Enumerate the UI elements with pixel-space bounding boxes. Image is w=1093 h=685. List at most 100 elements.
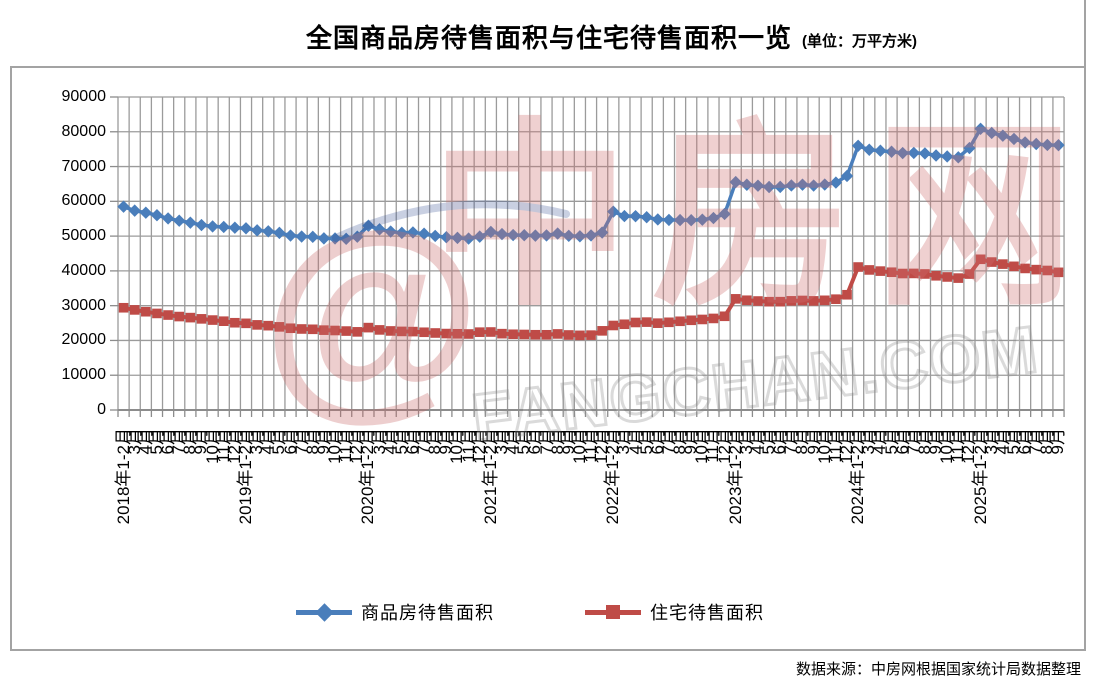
data-point-diamond bbox=[896, 146, 909, 160]
legend-item-residential: 住宅待售面积 bbox=[585, 599, 764, 625]
data-point-diamond bbox=[473, 230, 486, 243]
data-point-diamond bbox=[740, 178, 754, 191]
data-point-diamond bbox=[262, 225, 275, 238]
data-point-diamond bbox=[985, 126, 998, 140]
data-point-square bbox=[597, 326, 607, 336]
data-point-square bbox=[307, 324, 318, 335]
data-point-diamond bbox=[250, 224, 264, 237]
data-point-square bbox=[742, 295, 752, 306]
data-point-diamond bbox=[518, 229, 531, 242]
data-point-square bbox=[118, 302, 129, 313]
frame-bottom-border bbox=[10, 649, 1086, 651]
data-point-square bbox=[719, 311, 730, 322]
data-point-diamond bbox=[807, 179, 820, 192]
y-tick-label: 60000 bbox=[61, 192, 107, 210]
data-point-square bbox=[508, 329, 518, 340]
data-point-square bbox=[263, 320, 274, 331]
data-point-diamond bbox=[751, 179, 765, 192]
data-point-diamond bbox=[295, 230, 308, 243]
data-point-diamond bbox=[462, 232, 475, 245]
data-point-diamond bbox=[829, 176, 843, 189]
y-tick-label: 30000 bbox=[61, 296, 107, 314]
data-point-diamond bbox=[128, 204, 141, 217]
data-point-diamond bbox=[317, 232, 331, 245]
data-point-diamond bbox=[217, 220, 230, 234]
data-point-square bbox=[964, 269, 975, 279]
legend-label-commercial: 商品房待售面积 bbox=[361, 603, 494, 623]
data-point-diamond bbox=[785, 179, 798, 192]
data-point-square bbox=[452, 328, 463, 339]
data-point-diamond bbox=[206, 220, 219, 233]
data-point-square bbox=[875, 266, 886, 276]
data-point-diamond bbox=[150, 209, 164, 222]
data-point-diamond bbox=[406, 226, 420, 239]
data-point-square bbox=[1020, 263, 1030, 274]
data-point-square bbox=[775, 296, 786, 307]
data-point-square bbox=[897, 268, 908, 279]
data-point-square bbox=[519, 329, 530, 340]
data-point-square bbox=[408, 326, 418, 337]
data-point-diamond bbox=[595, 226, 609, 239]
data-point-square bbox=[141, 306, 151, 317]
data-point-square bbox=[953, 273, 964, 283]
plot-area bbox=[110, 96, 1065, 417]
data-point-square bbox=[1031, 264, 1042, 275]
data-point-square bbox=[1053, 267, 1064, 278]
data-point-diamond bbox=[952, 151, 965, 164]
data-point-square bbox=[419, 327, 429, 338]
legend-label-residential: 住宅待售面积 bbox=[650, 603, 764, 623]
data-point-diamond bbox=[651, 213, 665, 226]
chart-unit-label: (单位：万平方米) bbox=[802, 33, 917, 50]
data-point-diamond bbox=[662, 213, 676, 227]
data-point-square bbox=[474, 327, 485, 337]
data-point-diamond bbox=[139, 206, 153, 219]
y-tick-label: 10000 bbox=[61, 366, 107, 384]
data-source-note: 数据来源：中房网根据国家统计局数据整理 bbox=[795, 661, 1081, 678]
data-point-square bbox=[942, 272, 952, 282]
data-point-diamond bbox=[362, 219, 375, 232]
data-point-square bbox=[486, 327, 496, 337]
chart-title: 全国商品房待售面积与住宅待售面积一览 bbox=[305, 22, 792, 53]
data-point-square bbox=[831, 294, 841, 304]
data-point-diamond bbox=[506, 228, 520, 242]
data-point-square bbox=[808, 296, 819, 306]
data-point-diamond bbox=[384, 225, 397, 238]
data-point-diamond bbox=[395, 226, 409, 240]
data-point-diamond bbox=[529, 229, 542, 242]
legend-square-marker-icon bbox=[585, 604, 641, 619]
data-point-diamond bbox=[1052, 138, 1065, 152]
data-point-diamond bbox=[885, 145, 898, 158]
data-point-square bbox=[341, 326, 351, 336]
data-point-square bbox=[274, 322, 285, 332]
data-point-diamond bbox=[195, 218, 208, 232]
data-point-square bbox=[753, 296, 763, 306]
data-point-diamond bbox=[974, 122, 987, 135]
data-point-diamond bbox=[173, 214, 186, 227]
data-point-square bbox=[575, 330, 585, 341]
data-point-diamond bbox=[273, 226, 286, 240]
data-point-square bbox=[641, 317, 652, 327]
data-point-square bbox=[497, 328, 507, 339]
y-tick-label: 40000 bbox=[61, 261, 107, 279]
data-point-square bbox=[1042, 265, 1053, 276]
data-point-diamond bbox=[640, 211, 653, 224]
data-point-diamond bbox=[729, 175, 742, 189]
data-point-square bbox=[330, 325, 340, 336]
data-point-diamond bbox=[774, 180, 787, 194]
data-point-square bbox=[541, 329, 552, 340]
data-point-diamond bbox=[618, 209, 631, 223]
data-point-square bbox=[819, 295, 830, 306]
data-point-diamond bbox=[440, 230, 453, 244]
data-point-square bbox=[241, 318, 251, 329]
y-tick-label: 90000 bbox=[61, 88, 107, 105]
y-tick-label: 0 bbox=[97, 401, 106, 418]
data-point-square bbox=[230, 317, 240, 328]
data-point-square bbox=[174, 311, 185, 322]
frame-left-border bbox=[10, 66, 12, 651]
data-point-square bbox=[185, 312, 196, 323]
data-point-square bbox=[886, 267, 897, 278]
data-point-square bbox=[664, 317, 674, 328]
data-point-diamond bbox=[328, 232, 342, 245]
data-point-diamond bbox=[762, 180, 776, 194]
data-point-square bbox=[552, 329, 563, 339]
